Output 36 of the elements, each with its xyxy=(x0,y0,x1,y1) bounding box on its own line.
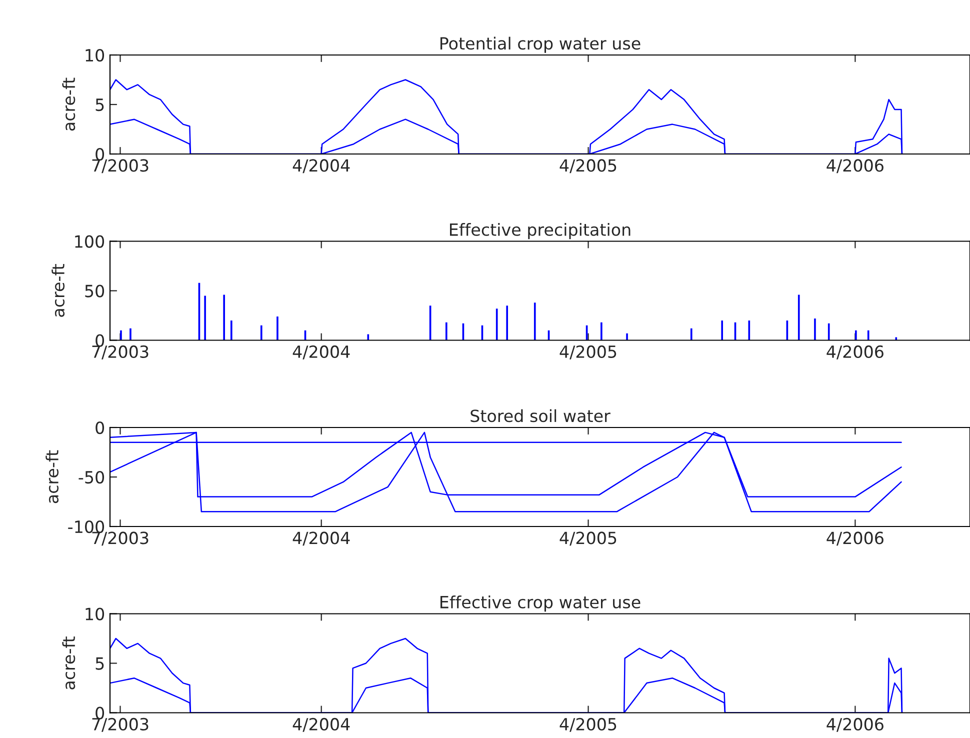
y-tick-label: 0 xyxy=(96,706,104,720)
y-tick-label: 0 xyxy=(96,421,104,434)
x-tick-label: 4/2005 xyxy=(560,718,616,732)
x-tick-label: 7/2003 xyxy=(92,345,148,360)
x-tick-label: 4/2005 xyxy=(560,159,616,174)
x-tick-label: 4/2004 xyxy=(292,532,350,546)
y-tick-label: 10 xyxy=(86,608,104,620)
chart-title: Potential crop water use xyxy=(440,36,640,53)
y-tick-label: -50 xyxy=(78,470,104,484)
y-axis-title: acre-ft xyxy=(46,450,59,504)
x-tick-label: 4/2006 xyxy=(826,718,884,732)
chart-title: Effective precipitation xyxy=(450,223,630,240)
x-tick-label: 4/2005 xyxy=(560,532,616,546)
chart-title: Stored soil water xyxy=(470,409,610,422)
x-tick-label: 7/2003 xyxy=(92,159,148,174)
x-tick-label: 4/2004 xyxy=(292,345,350,360)
y-tick-label: 50 xyxy=(85,284,104,298)
y-axis-title: acre-ft xyxy=(62,78,76,131)
y-tick-label: 0 xyxy=(96,334,104,347)
chart-title: Effective crop water use xyxy=(440,596,640,612)
x-tick-label: 4/2005 xyxy=(560,345,616,360)
x-tick-label: 4/2004 xyxy=(292,159,350,174)
y-axis-title: acre-ft xyxy=(62,636,76,690)
x-tick-label: 4/2004 xyxy=(292,718,350,732)
x-tick-label: 4/2006 xyxy=(826,159,884,174)
x-tick-label: 7/2003 xyxy=(92,718,148,732)
x-tick-label: 4/2006 xyxy=(826,532,884,546)
x-tick-label: 7/2003 xyxy=(92,532,148,546)
y-tick-label: 0 xyxy=(96,148,104,161)
y-tick-label: 5 xyxy=(96,657,104,670)
y-tick-label: -100 xyxy=(68,520,104,534)
y-tick-label: 10 xyxy=(86,48,104,62)
y-tick-label: 100 xyxy=(75,235,104,248)
y-tick-label: 5 xyxy=(96,98,104,112)
y-axis-title: acre-ft xyxy=(52,264,65,317)
x-tick-label: 4/2006 xyxy=(826,345,884,360)
